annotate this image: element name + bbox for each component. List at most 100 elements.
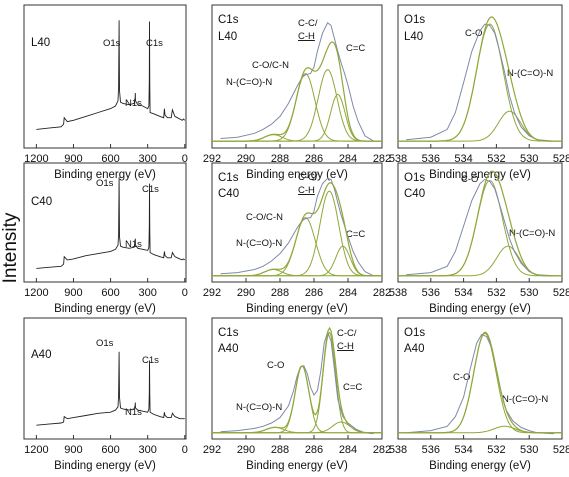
fit-sum-line	[398, 331, 562, 434]
x-tick-label: 0	[182, 153, 188, 165]
label-cc-double: C=C	[343, 382, 362, 393]
x-tick-label: 282	[373, 287, 391, 299]
x-axis-label: Binding energy (eV)	[246, 460, 348, 472]
chart-c1s_A40: 292 290 288 286 284 282 Binding energy (eV)	[203, 326, 391, 472]
x-tick-label: 0	[182, 287, 188, 299]
label-ch: C-H	[337, 341, 354, 352]
label-co: C-O	[461, 174, 478, 185]
peak-label-c1s: C1s	[142, 184, 159, 195]
label-ncon: N-(C=O)-N	[507, 68, 553, 79]
measured-envelope-line	[406, 178, 554, 277]
x-tick-label: 282	[373, 444, 391, 456]
x-tick-label: 288	[271, 153, 289, 165]
chart-o1s_L40: 538 536 534 532 530 528 Binding energy (eV)	[389, 16, 569, 181]
label-cc-double: C=C	[346, 43, 365, 54]
x-tick-label: 292	[203, 444, 221, 456]
x-tick-label: 292	[203, 153, 221, 165]
x-tick-label: 288	[271, 444, 289, 456]
x-tick-label: 0	[182, 444, 188, 456]
fit-component-line	[212, 245, 382, 277]
panel-title: O1s	[404, 327, 425, 339]
x-tick-label: 284	[339, 287, 357, 299]
measured-envelope-line	[220, 177, 374, 277]
measured-envelope-line	[220, 330, 374, 435]
sample-label: L40	[404, 31, 423, 43]
survey-spectrum-line	[36, 351, 185, 426]
x-tick-label: 600	[101, 444, 119, 456]
x-tick-label: 900	[64, 287, 82, 299]
x-axis-label: Binding energy (eV)	[54, 169, 156, 181]
chart-c1s_L40: 292 290 288 286 284 282 Binding energy (eV)	[203, 22, 391, 181]
survey-spectrum-line	[36, 177, 186, 269]
x-tick-label: 532	[487, 287, 505, 299]
peak-label-o1s: O1s	[103, 38, 121, 49]
x-tick-label: 538	[389, 287, 407, 299]
x-axis-label: Binding energy (eV)	[246, 169, 348, 181]
x-tick-label: 290	[237, 444, 255, 456]
x-tick-label: 538	[389, 153, 407, 165]
peak-label-n1s: N1s	[125, 407, 142, 418]
chart-surv_C40: 1200 900 600 300 0 Binding energy (eV)	[24, 177, 188, 315]
x-tick-label: 538	[389, 444, 407, 456]
y-axis-label: Intensity	[0, 212, 21, 283]
label-ncon: N-(C=O)-N	[226, 77, 272, 88]
chart-surv_L40: 1200 900 600 300 0 Binding energy (eV)	[24, 20, 188, 181]
x-axis-label: Binding energy (eV)	[54, 460, 156, 472]
x-tick-label: 532	[487, 444, 505, 456]
panel-title: O1s	[404, 172, 425, 184]
x-tick-label: 534	[454, 444, 472, 456]
x-tick-label: 900	[64, 444, 82, 456]
label-ncon: N-(C=O)-N	[509, 228, 555, 239]
panel-c1s-l40: C1s L40 C-C/ C-H C-O/C-N C=C N-(C=O)-N	[211, 4, 383, 149]
panel-title: C1s	[218, 172, 239, 184]
axes-frame	[23, 317, 187, 440]
peak-label-o1s: O1s	[96, 338, 114, 349]
fit-component-line	[212, 421, 382, 434]
panel-o1s-l40: O1s L40 C-O N-(C=O)-N	[397, 4, 563, 149]
axes-frame	[397, 4, 563, 149]
panel-survey-l40: L40 O1s C1s N1s	[23, 4, 187, 149]
label-co: C-O	[465, 28, 482, 39]
x-axis-label: Binding energy (eV)	[54, 303, 156, 315]
label-cc: C-C/	[298, 18, 318, 29]
sample-label: C40	[31, 196, 52, 208]
x-tick-label: 292	[203, 287, 221, 299]
x-tick-label: 528	[553, 444, 569, 456]
label-ch: C-H	[298, 185, 315, 196]
chart-o1s_A40: 538 536 534 532 530 528 Binding energy (eV)	[389, 331, 569, 472]
survey-spectrum-line	[36, 20, 186, 130]
x-tick-label: 286	[305, 444, 323, 456]
fit-sum-line	[212, 326, 382, 434]
x-tick-label: 300	[138, 287, 156, 299]
chart-surv_A40: 1200 900 600 300 0 Binding energy (eV)	[24, 351, 188, 472]
axes-frame	[211, 317, 383, 440]
axes-frame	[397, 162, 563, 283]
measured-envelope-line	[406, 333, 554, 435]
x-tick-label: 900	[64, 153, 82, 165]
sample-label: A40	[404, 343, 424, 355]
x-tick-label: 300	[138, 153, 156, 165]
x-tick-label: 1200	[24, 444, 48, 456]
chart-c1s_C40: 292 290 288 286 284 282 Binding energy (eV)	[203, 177, 391, 315]
label-co: C-O	[453, 372, 470, 383]
x-tick-label: 534	[454, 153, 472, 165]
x-tick-label: 288	[271, 287, 289, 299]
axes-frame	[397, 317, 563, 440]
fit-sum-line	[398, 170, 562, 277]
sample-label: L40	[31, 37, 50, 49]
axes-frame	[211, 162, 383, 283]
panel-title: C1s	[218, 14, 239, 26]
sample-label: A40	[218, 343, 238, 355]
label-ncon: N-(C=O)-N	[236, 238, 282, 249]
fit-sum-line	[398, 16, 562, 142]
peak-label-c1s: C1s	[142, 355, 159, 366]
x-tick-label: 300	[138, 444, 156, 456]
x-tick-label: 530	[520, 444, 538, 456]
x-tick-label: 600	[101, 153, 119, 165]
x-tick-label: 536	[422, 287, 440, 299]
sample-label: L40	[218, 31, 237, 43]
x-axis-label: Binding energy (eV)	[429, 460, 531, 472]
x-tick-label: 528	[553, 153, 569, 165]
